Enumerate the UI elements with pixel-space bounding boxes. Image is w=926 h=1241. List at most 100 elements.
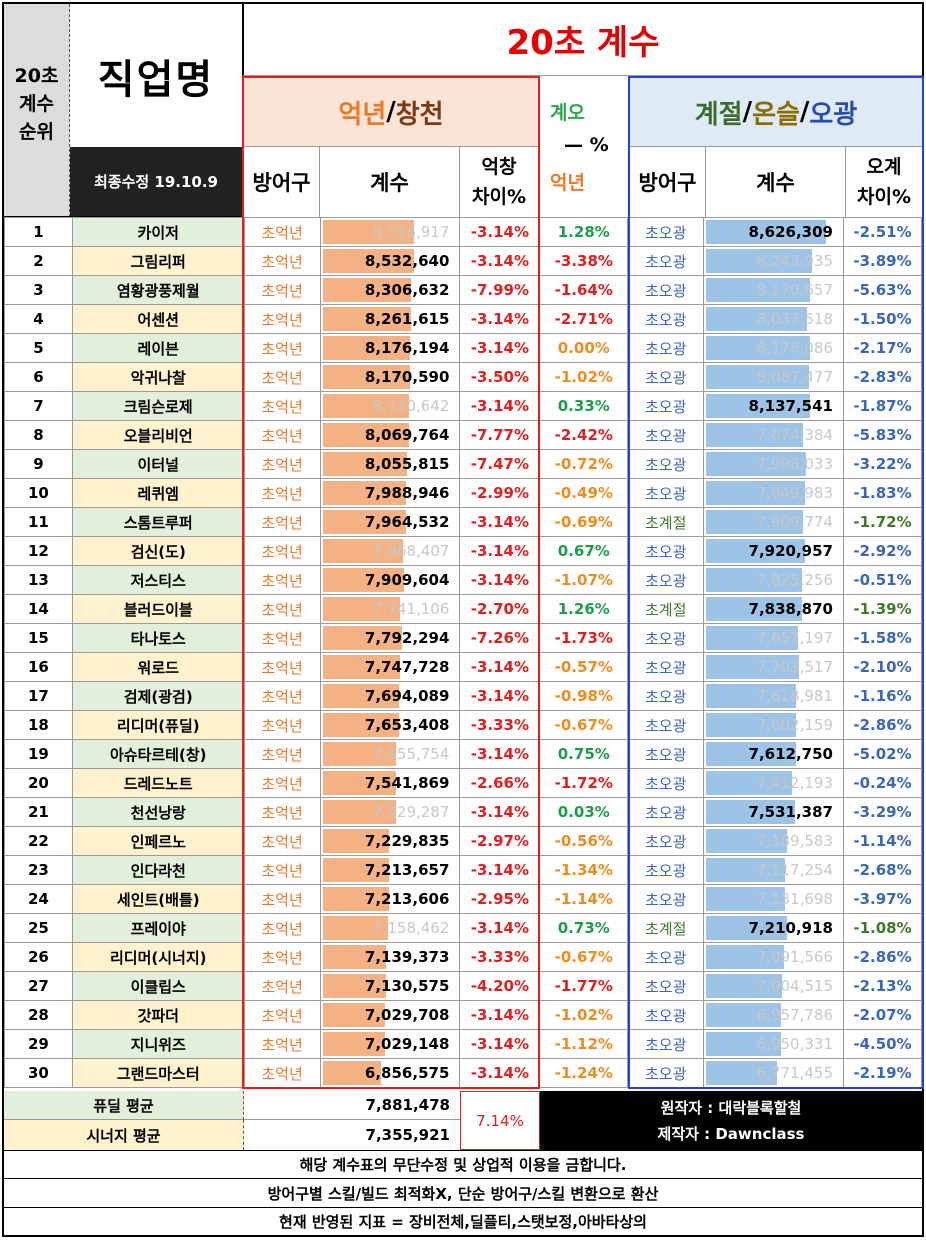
- coef-season-value: 7,949,983: [756, 484, 833, 502]
- coef-ogeon-bar: [322, 655, 401, 679]
- mid-diff-cell: -1.72%: [539, 768, 629, 798]
- coef-season-value: 7,825,256: [756, 571, 833, 589]
- job-header: 직업명: [97, 56, 215, 103]
- coef-season-bar: [706, 771, 793, 795]
- coef-season-value: 7,612,750: [748, 745, 833, 763]
- armor-ogeon-cell: 초억년: [243, 333, 321, 363]
- armor-season-cell: 초오광: [627, 710, 705, 740]
- diff-season-cell: -2.86%: [842, 710, 923, 740]
- rank-cell: 7: [4, 391, 73, 421]
- coef-ogeon-value: 8,176,194: [364, 339, 450, 357]
- coef-season-value: 7,657,197: [756, 629, 833, 647]
- diff-ogeon-cell: -3.14%: [459, 681, 541, 711]
- coef-season-cell: 6,957,786: [703, 1000, 844, 1030]
- armor-ogeon-cell: 초억년: [243, 768, 321, 798]
- table-row: 1 카이저 초억년 8,516,917 -3.14% 1.28% 초오광 8,626,309-…: [4, 217, 923, 247]
- table-row: 18 리디머(퓨딜) 초억년 7,653,408 -3.33% -0.67% 초오광 7,60…: [4, 710, 923, 740]
- table-row: 29 지니위즈 초억년 7,029,148 -3.14% -1.12% 초오광 6,950,3…: [4, 1029, 923, 1059]
- group-season-slash-1: /: [742, 97, 753, 127]
- coef-ogeon-value: 8,069,764: [364, 426, 450, 444]
- diff-season-cell: -1.08%: [842, 913, 923, 943]
- rank-cell: 11: [4, 507, 73, 537]
- diff-ogeon-cell: -2.97%: [459, 826, 541, 856]
- coef-ogeon-value: 7,213,606: [364, 890, 450, 908]
- coef-ogeon-bar: [322, 1032, 386, 1056]
- diff-ogeon-cell: -3.14%: [459, 333, 541, 363]
- coef-ogeon-bar: [322, 684, 399, 708]
- rank-cell: 25: [4, 913, 73, 943]
- coef-ogeon-bar: [322, 452, 408, 476]
- coef-ogeon-value: 7,868,407: [373, 542, 450, 560]
- armor-ogeon-cell: 초억년: [243, 246, 321, 276]
- coef-season-bar: [706, 800, 795, 824]
- coef-season-cell: 7,920,957: [703, 536, 844, 566]
- armor-season-cell: 초오광: [627, 971, 705, 1001]
- coef-ogeon-bar: [322, 713, 399, 737]
- coef-ogeon-bar: [322, 1003, 386, 1027]
- rank-cell: 27: [4, 971, 73, 1001]
- mid-diff-cell: -1.12%: [539, 1029, 629, 1059]
- coef-season-cell: 8,137,541: [703, 391, 844, 421]
- coef-ogeon-cell: 6,856,575: [319, 1058, 461, 1088]
- table-row: 16 워로드 초억년 7,747,728 -3.14% -0.57% 초오광 7,703,51…: [4, 652, 923, 682]
- diff-season-cell: -2.68%: [842, 855, 923, 885]
- coef-season-bar: [706, 452, 807, 476]
- job-name-cell: 인페르노: [71, 826, 245, 856]
- armor-ogeon-cell: 초억년: [243, 623, 321, 653]
- footer-note-2: 방어구별 스킬/빌드 최적화X, 단순 방어구/스킬 변환으로 환산: [4, 1179, 922, 1208]
- coef-ogeon-cell: 8,110,642: [319, 391, 461, 421]
- coef-ogeon-cell: 7,130,575: [319, 971, 461, 1001]
- rank-cell: 24: [4, 884, 73, 914]
- coef-ogeon-bar: [322, 887, 390, 911]
- armor-ogeon-cell: 초억년: [243, 1029, 321, 1059]
- mid-diff-cell: -0.49%: [539, 478, 629, 508]
- armor-season-cell: 초오광: [627, 304, 705, 334]
- credit-maker: 제작자 : Dawnclass: [657, 1124, 805, 1143]
- rank-cell: 29: [4, 1029, 73, 1059]
- diff-ogeon-cell: -3.14%: [459, 304, 541, 334]
- armor-ogeon-cell: 초억년: [243, 391, 321, 421]
- diff-season-cell: -3.97%: [842, 884, 923, 914]
- coef-ogeon-value: 7,694,089: [364, 687, 450, 705]
- group-ogeon-title-a: 억년: [338, 99, 387, 130]
- coef-season-value: 8,170,657: [756, 281, 833, 299]
- coef-season-value: 7,131,698: [756, 890, 833, 908]
- coef-season-cell: 7,004,515: [703, 971, 844, 1001]
- diff-ogeon-cell: -3.33%: [459, 942, 541, 972]
- job-name-cell: 타나토스: [71, 623, 245, 653]
- rank-cell: 30: [4, 1058, 73, 1088]
- mid-header-top: 계오: [550, 102, 585, 124]
- coef-ogeon-bar: [322, 220, 415, 244]
- mid-header-dash: — %: [564, 134, 609, 156]
- table-row: 27 이클립스 초억년 7,130,575 -4.20% -1.77% 초오광 7,004,5…: [4, 971, 923, 1001]
- coef-season-value: 7,874,384: [756, 426, 833, 444]
- table-row: 20 드레드노트 초억년 7,541,869 -2.66% -1.72% 초오광 7,412,…: [4, 768, 923, 798]
- diff-ogeon-cell: -3.14%: [459, 507, 541, 537]
- group-season-title-c: 오광: [809, 99, 858, 130]
- diff-season-cell: -2.83%: [842, 362, 923, 392]
- mid-diff-cell: -0.72%: [539, 449, 629, 479]
- coef-season-bar: [706, 365, 809, 389]
- coef-ogeon-value: 8,110,642: [373, 397, 450, 415]
- rank-cell: 21: [4, 797, 73, 827]
- job-name-cell: 저스티스: [71, 565, 245, 595]
- coef-ogeon-bar: [322, 626, 402, 650]
- job-name-cell: 레이븐: [71, 333, 245, 363]
- diff-ogeon-cell: -7.77%: [459, 420, 541, 450]
- rank-cell: 23: [4, 855, 73, 885]
- diff-ogeon-cell: -3.14%: [459, 565, 541, 595]
- coef-season-value: 6,957,786: [756, 1006, 833, 1024]
- rank-cell: 22: [4, 826, 73, 856]
- coef-ogeon-cell: 8,069,764: [319, 420, 461, 450]
- job-name-cell: 그랜드마스터: [71, 1058, 245, 1088]
- coef-season-value: 7,189,583: [756, 832, 833, 850]
- coef-season-bar: [706, 1003, 782, 1027]
- job-name-cell: 염황광풍제월: [71, 275, 245, 305]
- rank-header-line3: 순위: [19, 121, 54, 143]
- armor-season-cell: 초오광: [627, 449, 705, 479]
- coef-ogeon-bar: [322, 249, 415, 273]
- coef-ogeon-value: 7,909,604: [364, 571, 450, 589]
- diff-season-cell: -1.50%: [842, 304, 923, 334]
- coef-season-bar: [706, 597, 802, 621]
